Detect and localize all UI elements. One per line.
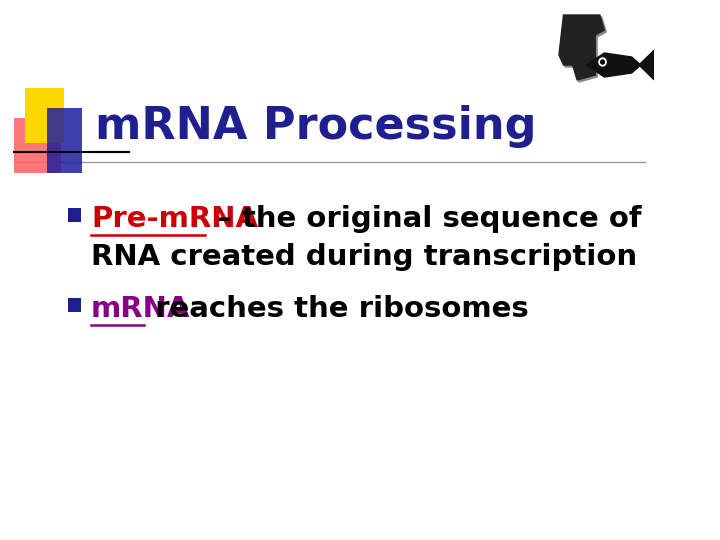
Bar <box>25 88 63 143</box>
Bar <box>14 118 61 173</box>
Bar <box>68 208 81 222</box>
Text: RNA created during transcription: RNA created during transcription <box>91 243 637 271</box>
Bar <box>68 298 81 312</box>
Polygon shape <box>586 53 641 77</box>
Polygon shape <box>639 50 657 80</box>
Text: mRNA: mRNA <box>91 295 190 323</box>
Polygon shape <box>561 17 606 82</box>
Text: – the original sequence of: – the original sequence of <box>207 205 642 233</box>
Text: reaches the ribosomes: reaches the ribosomes <box>145 295 529 323</box>
Bar <box>48 108 82 173</box>
Circle shape <box>599 58 606 66</box>
Circle shape <box>600 60 604 64</box>
Text: mRNA Processing: mRNA Processing <box>96 105 537 148</box>
Text: Pre-mRNA: Pre-mRNA <box>91 205 258 233</box>
Polygon shape <box>559 15 604 80</box>
